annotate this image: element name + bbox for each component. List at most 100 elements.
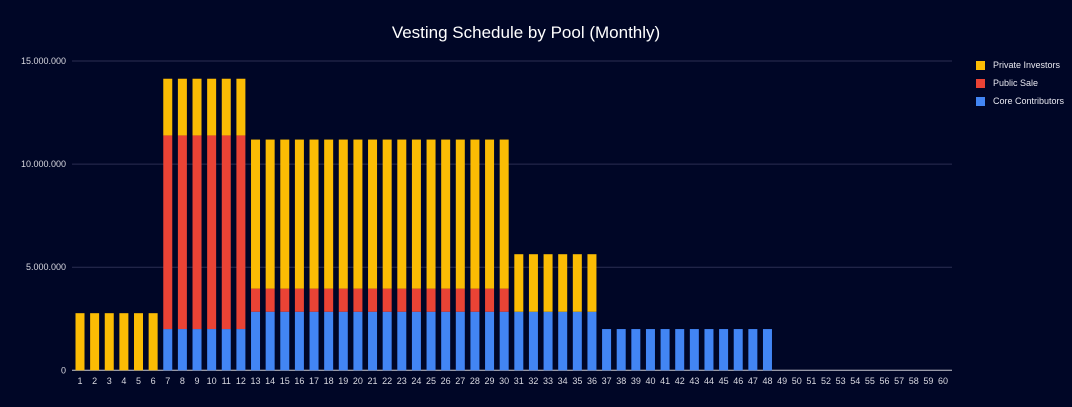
bar-segment-private-investors: [221, 78, 231, 136]
legend-label: Private Investors: [993, 60, 1061, 70]
x-tick-label: 9: [195, 376, 200, 386]
bar-segment-private-investors: [265, 139, 275, 289]
x-tick-label: 55: [865, 376, 875, 386]
bar-segment-core-contributors: [689, 329, 699, 371]
x-tick-label: 50: [792, 376, 802, 386]
x-tick-label: 34: [558, 376, 568, 386]
x-tick-label: 47: [748, 376, 758, 386]
bar-segment-public-sale: [280, 288, 290, 312]
legend-label: Core Contributors: [993, 96, 1065, 106]
bar-segment-public-sale: [485, 288, 495, 312]
bar-segment-core-contributors: [251, 311, 261, 371]
bar-segment-core-contributors: [558, 311, 568, 371]
x-tick-label: 17: [309, 376, 319, 386]
bar-segment-core-contributors: [587, 311, 597, 371]
bar-segment-private-investors: [426, 139, 436, 289]
bar-segment-public-sale: [382, 288, 392, 312]
x-tick-label: 4: [121, 376, 126, 386]
x-tick-label: 20: [353, 376, 363, 386]
legend-item: Core Contributors: [976, 92, 1064, 110]
bar-segment-private-investors: [192, 78, 202, 136]
x-tick-label: 53: [836, 376, 846, 386]
bar-segment-public-sale: [455, 288, 465, 312]
y-tick-label: 15.000.000: [21, 56, 66, 66]
bar-segment-public-sale: [236, 135, 246, 330]
bar-segment-core-contributors: [397, 311, 407, 371]
bar-segment-core-contributors: [572, 311, 582, 371]
bar-segment-private-investors: [309, 139, 319, 289]
x-tick-label: 28: [470, 376, 480, 386]
x-tick-label: 1: [77, 376, 82, 386]
bar-segment-core-contributors: [762, 329, 772, 371]
x-tick-label: 7: [165, 376, 170, 386]
bar-segment-core-contributors: [294, 311, 304, 371]
x-tick-label: 16: [294, 376, 304, 386]
bar-segment-private-investors: [294, 139, 304, 289]
bar-segment-public-sale: [177, 135, 187, 330]
legend-label: Public Sale: [993, 78, 1039, 88]
bar-segment-core-contributors: [499, 311, 509, 371]
bar-segment-private-investors: [251, 139, 261, 289]
chart-title: Vesting Schedule by Pool (Monthly): [392, 23, 660, 42]
bar-segment-core-contributors: [602, 329, 612, 371]
bar-segment-private-investors: [485, 139, 495, 289]
bar-segment-core-contributors: [528, 311, 538, 371]
bar-segment-core-contributors: [368, 311, 378, 371]
bar-segment-private-investors: [543, 254, 553, 312]
bar-segment-core-contributors: [645, 329, 655, 371]
x-tick-label: 27: [455, 376, 465, 386]
x-tick-label: 37: [602, 376, 612, 386]
bar-segment-core-contributors: [719, 329, 729, 371]
x-tick-label: 15: [280, 376, 290, 386]
bar-segment-public-sale: [309, 288, 319, 312]
bar-segment-core-contributors: [441, 311, 451, 371]
bar-segment-public-sale: [324, 288, 334, 312]
bar-segment-core-contributors: [177, 329, 187, 371]
bar-segment-public-sale: [397, 288, 407, 312]
bar-segment-core-contributors: [631, 329, 641, 371]
x-tick-label: 36: [587, 376, 597, 386]
x-tick-label: 18: [324, 376, 334, 386]
bar-segment-public-sale: [294, 288, 304, 312]
bar-segment-private-investors: [528, 254, 538, 312]
x-tick-label: 32: [528, 376, 538, 386]
x-tick-label: 42: [675, 376, 685, 386]
x-tick-label: 26: [441, 376, 451, 386]
bar-segment-private-investors: [558, 254, 568, 312]
x-tick-label: 22: [382, 376, 392, 386]
legend-item: Public Sale: [976, 74, 1064, 92]
bar-segment-core-contributors: [616, 329, 626, 371]
bar-segment-public-sale: [499, 288, 509, 312]
x-tick-label: 38: [616, 376, 626, 386]
bar-segment-public-sale: [426, 288, 436, 312]
bar-segment-core-contributors: [543, 311, 553, 371]
bar-segment-private-investors: [104, 313, 114, 371]
bar-segment-core-contributors: [163, 329, 173, 371]
x-tick-label: 6: [151, 376, 156, 386]
x-tick-label: 45: [719, 376, 729, 386]
bar-segment-core-contributors: [426, 311, 436, 371]
x-tick-label: 39: [631, 376, 641, 386]
bar-segment-core-contributors: [704, 329, 714, 371]
bar-segment-core-contributors: [265, 311, 275, 371]
bar-segment-public-sale: [221, 135, 231, 330]
x-tick-label: 13: [251, 376, 261, 386]
bar-segment-private-investors: [587, 254, 597, 312]
bar-segment-core-contributors: [733, 329, 743, 371]
x-tick-label: 33: [543, 376, 553, 386]
bar-segment-core-contributors: [309, 311, 319, 371]
bar-segment-public-sale: [411, 288, 421, 312]
x-tick-label: 52: [821, 376, 831, 386]
x-tick-label: 49: [777, 376, 787, 386]
legend-swatch: [976, 60, 985, 70]
bar-segment-public-sale: [163, 135, 173, 330]
x-tick-label: 14: [265, 376, 275, 386]
x-tick-label: 10: [207, 376, 217, 386]
x-tick-label: 51: [806, 376, 816, 386]
bar-segment-private-investors: [514, 254, 524, 312]
bar-segment-private-investors: [338, 139, 348, 289]
bar-segment-private-investors: [353, 139, 363, 289]
x-tick-label: 60: [938, 376, 948, 386]
bar-segment-core-contributors: [382, 311, 392, 371]
x-tick-label: 59: [923, 376, 933, 386]
